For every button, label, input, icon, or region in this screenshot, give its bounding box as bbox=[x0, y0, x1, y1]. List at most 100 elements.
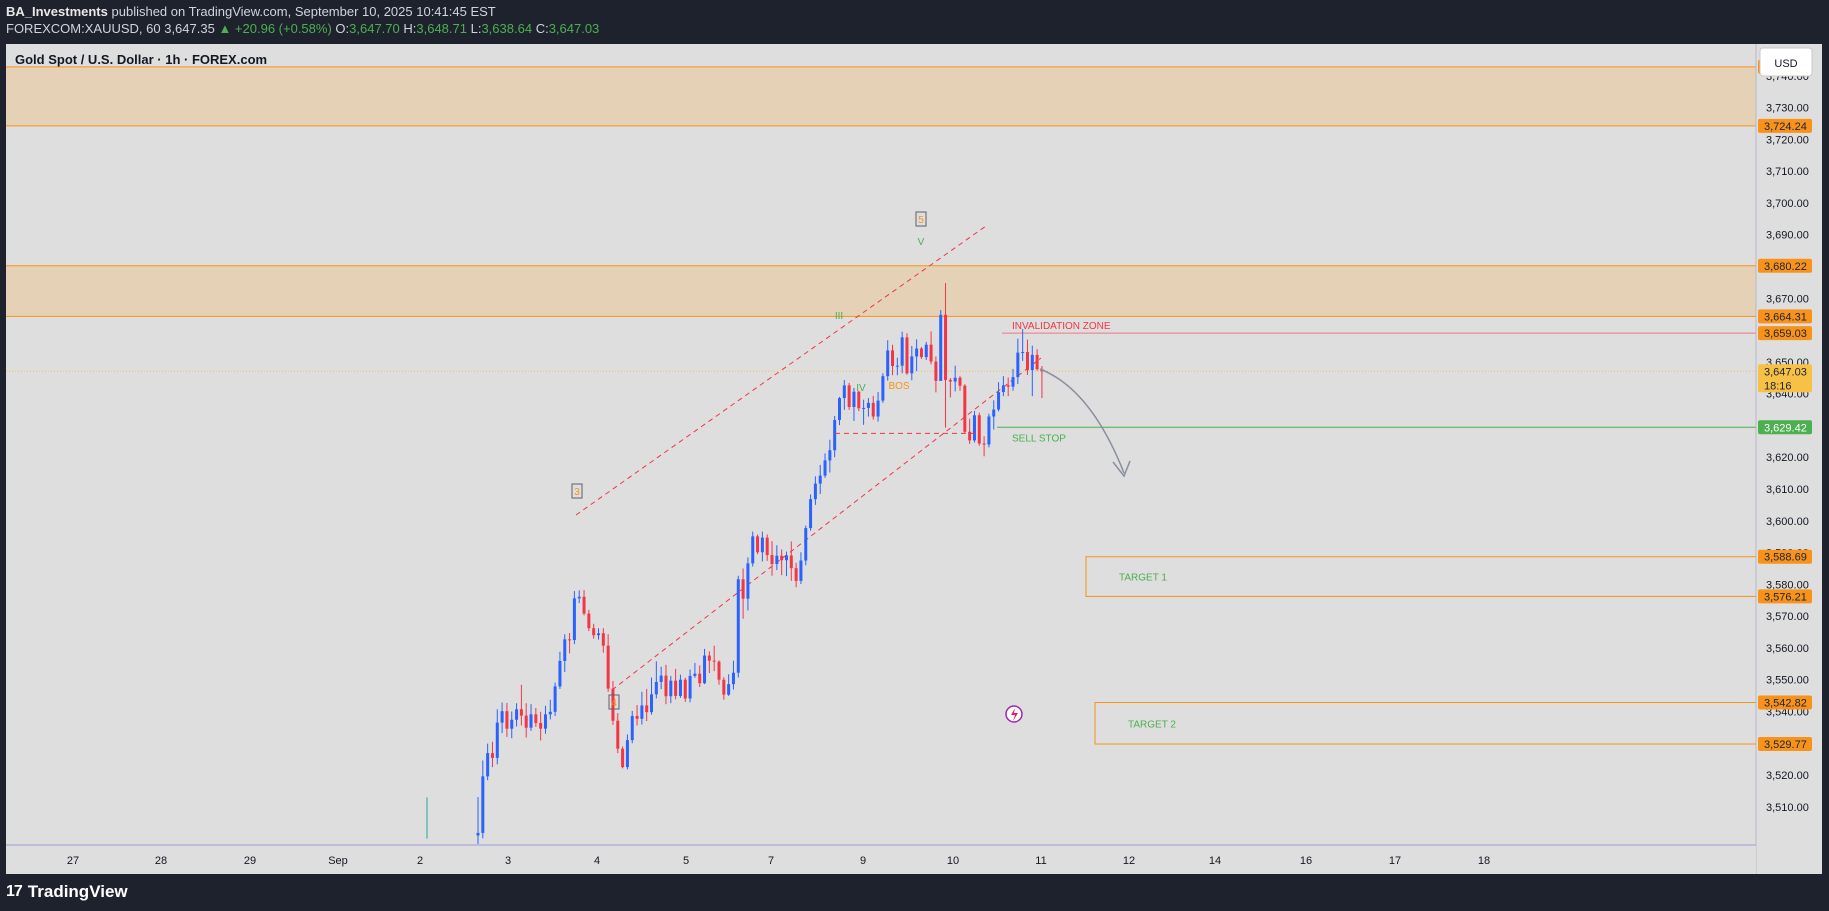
price-tag-label: 3,724.24 bbox=[1764, 121, 1807, 133]
x-tick-label: 12 bbox=[1123, 855, 1135, 867]
wave-label-3: 3 bbox=[574, 487, 580, 498]
candle-body bbox=[746, 563, 750, 599]
candle-body bbox=[563, 639, 567, 661]
tradingview-brand[interactable]: 17 TradingView bbox=[6, 882, 128, 902]
candle-body bbox=[910, 356, 914, 374]
candle-body bbox=[486, 753, 490, 777]
candle-body bbox=[490, 753, 494, 758]
candle-body bbox=[775, 555, 779, 565]
candle-body bbox=[524, 715, 528, 728]
candle-body bbox=[982, 443, 986, 445]
price-tag-label: 3,659.03 bbox=[1764, 328, 1807, 340]
candle-body bbox=[972, 415, 976, 441]
candle-body bbox=[813, 483, 817, 500]
candle-body bbox=[678, 679, 682, 696]
candle-body bbox=[770, 555, 774, 565]
symbol-interval: FOREXCOM:XAUUSD, 60 bbox=[6, 21, 161, 36]
candle-body bbox=[625, 740, 629, 768]
candle-body bbox=[495, 722, 499, 758]
chart-container[interactable]: INVALIDATION ZONE SELL STOP TARGET 1 TARGET… bbox=[6, 44, 1822, 874]
y-tick-label: 3,550.00 bbox=[1766, 675, 1809, 687]
candle-body bbox=[987, 416, 991, 445]
price-tag bbox=[1758, 364, 1812, 393]
candle-body bbox=[977, 415, 981, 444]
candle-body bbox=[481, 776, 485, 833]
candle-body bbox=[905, 337, 909, 374]
y-tick-label: 3,580.00 bbox=[1766, 579, 1809, 591]
candle-body bbox=[712, 660, 716, 662]
y-tick-label: 3,620.00 bbox=[1766, 452, 1809, 464]
candle-body bbox=[611, 688, 615, 721]
candle-body bbox=[548, 711, 552, 715]
price-tag-label: 3,576.21 bbox=[1764, 591, 1807, 603]
candle-body bbox=[992, 409, 996, 417]
candle-body bbox=[799, 560, 803, 581]
candle-body bbox=[847, 385, 851, 407]
x-tick-label: 18 bbox=[1478, 855, 1490, 867]
candle-body bbox=[1011, 377, 1015, 387]
candle-body bbox=[529, 714, 533, 728]
high-label: H: bbox=[403, 21, 417, 36]
wave-label-box-3 bbox=[571, 483, 583, 499]
last-price: 3,647.35 bbox=[164, 21, 215, 36]
candle-body bbox=[876, 400, 880, 417]
candle-body bbox=[592, 628, 596, 636]
x-tick-label: 29 bbox=[244, 855, 256, 867]
candle-body bbox=[505, 711, 509, 729]
x-tick-label: 5 bbox=[683, 855, 689, 867]
y-tick-label: 3,670.00 bbox=[1766, 293, 1809, 305]
candle-body bbox=[500, 711, 504, 723]
candle-body bbox=[1006, 385, 1010, 387]
price-tag bbox=[1758, 695, 1812, 710]
x-tick-label: 7 bbox=[768, 855, 774, 867]
projection-arrow bbox=[1039, 368, 1125, 474]
candle-body bbox=[862, 407, 866, 409]
x-tick-label: 4 bbox=[594, 855, 600, 867]
candle-body bbox=[510, 719, 514, 729]
candle-body bbox=[558, 660, 562, 687]
publisher-name[interactable]: BA_Investments bbox=[6, 4, 108, 19]
sell-stop-label: SELL STOP bbox=[1012, 433, 1066, 444]
candle-body bbox=[953, 377, 957, 382]
candle-body bbox=[722, 679, 726, 695]
price-tag bbox=[1758, 309, 1812, 324]
y-tick-label: 3,570.00 bbox=[1766, 611, 1809, 623]
candle-body bbox=[823, 460, 827, 476]
price-tag bbox=[1758, 549, 1812, 564]
tradingview-logo-icon: 17 bbox=[6, 883, 23, 900]
candle-body bbox=[543, 714, 547, 729]
wave-label-III: III bbox=[835, 311, 843, 322]
candle-body bbox=[804, 528, 808, 561]
price-tag-label: 3,647.03 bbox=[1764, 366, 1807, 378]
candle-body bbox=[794, 568, 798, 581]
candle-body bbox=[939, 314, 943, 381]
candle-body bbox=[789, 555, 793, 569]
candle-body bbox=[852, 391, 856, 407]
y-tick-label: 3,520.00 bbox=[1766, 770, 1809, 782]
candle-body bbox=[587, 613, 591, 629]
candle-body bbox=[703, 655, 707, 684]
zones-layer bbox=[6, 66, 1756, 372]
wave-label-box-5 bbox=[915, 211, 927, 227]
candle-body bbox=[838, 398, 841, 421]
price-chart[interactable]: INVALIDATION ZONE SELL STOP TARGET 1 TARGET… bbox=[6, 44, 1822, 874]
currency-button[interactable] bbox=[1759, 47, 1813, 77]
candle-body bbox=[606, 645, 610, 689]
candle-body bbox=[919, 348, 923, 358]
price-axis[interactable] bbox=[1756, 44, 1822, 874]
candle-body bbox=[640, 705, 644, 719]
wave-label-IV: IV bbox=[856, 383, 866, 394]
price-tag bbox=[1758, 118, 1812, 133]
low-value: 3,638.64 bbox=[481, 21, 533, 36]
target2-label: TARGET 2 bbox=[1128, 719, 1176, 730]
chart-background bbox=[6, 44, 1822, 874]
candle-body bbox=[818, 475, 822, 484]
candle-body bbox=[741, 579, 745, 599]
currency-label: USD bbox=[1774, 58, 1797, 70]
price-tag-label: 3,542.82 bbox=[1764, 698, 1807, 710]
candle-body bbox=[515, 709, 519, 720]
ohlc-legend: FOREXCOM:XAUUSD, 60 3,647.35 ▲ +20.96 (+… bbox=[6, 21, 599, 36]
candle-body bbox=[1025, 352, 1029, 371]
y-tick-label: 3,720.00 bbox=[1766, 134, 1809, 146]
time-axis[interactable] bbox=[6, 845, 1756, 874]
